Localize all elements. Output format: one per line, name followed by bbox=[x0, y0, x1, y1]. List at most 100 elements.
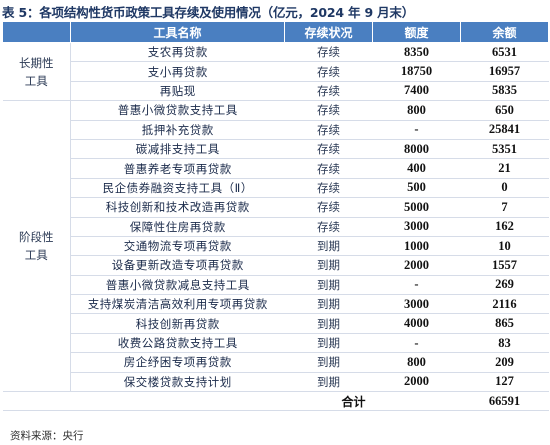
amount-cell: 3000 bbox=[372, 217, 461, 237]
tool-name: 保障性住房再贷款 bbox=[70, 217, 285, 237]
amount-cell: 1000 bbox=[372, 236, 461, 257]
tool-name: 房企纾困专项再贷款 bbox=[70, 352, 285, 373]
balance-cell: 83 bbox=[460, 333, 549, 354]
balance-cell: 5351 bbox=[460, 139, 549, 160]
amount-cell: 400 bbox=[372, 158, 461, 179]
balance-cell: 127 bbox=[460, 372, 549, 393]
balance-cell: 0 bbox=[460, 178, 549, 199]
table-row: 保交楼贷款支持计划 到期 2000 127 bbox=[3, 372, 549, 393]
table-row: 碳减排支持工具 存续 8000 5351 bbox=[3, 139, 549, 160]
table-row: 再贴现 存续 7400 5835 bbox=[3, 81, 549, 102]
amount-cell: 8350 bbox=[372, 42, 461, 63]
table-row: 民企债券融资支持工具（Ⅱ） 存续 500 0 bbox=[3, 178, 549, 199]
status-cell: 到期 bbox=[284, 294, 373, 315]
status-cell: 存续 bbox=[284, 100, 373, 121]
table-row: 抵押补充贷款 存续 -25841 bbox=[3, 120, 549, 140]
header-status: 存续状况 bbox=[284, 21, 373, 43]
amount-cell: 800 bbox=[372, 100, 461, 121]
amount-cell: 3000 bbox=[372, 294, 461, 315]
amount-cell: - bbox=[372, 333, 461, 354]
table-row: 设备更新改造专项再贷款 到期 2000 1557 bbox=[3, 255, 549, 276]
amount-cell: 4000 bbox=[372, 313, 461, 334]
tool-name: 再贴现 bbox=[70, 81, 285, 102]
amount-cell: 2000 bbox=[372, 372, 461, 393]
table-title: 表 5：各项结构性货币政策工具存续及使用情况（亿元，2024 年 9 月末） bbox=[2, 5, 414, 20]
status-cell: 存续 bbox=[284, 81, 373, 102]
tool-name: 普惠小微贷款减息支持工具 bbox=[70, 275, 285, 296]
amount-cell: 800 bbox=[372, 352, 461, 373]
balance-cell: 7 bbox=[460, 197, 549, 218]
total-row: 合计 66591 bbox=[2, 391, 549, 412]
tool-name: 抵押补充贷款 bbox=[70, 120, 285, 140]
table-row: 阶段性 工具 普惠小微贷款支持工具 存续 800 650 bbox=[2, 100, 549, 393]
header-row: 工具名称 存续状况 额度 余额 bbox=[2, 21, 549, 43]
table-row: 普惠养老专项再贷款 存续 400 21 bbox=[3, 158, 549, 179]
status-cell: 存续 bbox=[284, 217, 373, 237]
amount-cell: - bbox=[372, 275, 461, 296]
tool-name: 普惠小微贷款支持工具 bbox=[70, 100, 285, 121]
status-cell: 到期 bbox=[284, 352, 373, 373]
status-cell: 到期 bbox=[284, 333, 373, 354]
tool-name: 科技创新和技术改造再贷款 bbox=[70, 197, 285, 218]
amount-cell: 500 bbox=[372, 178, 461, 199]
balance-cell: 162 bbox=[460, 217, 549, 237]
balance-cell: 209 bbox=[460, 352, 549, 373]
balance-cell: 5835 bbox=[460, 81, 549, 102]
header-category bbox=[2, 21, 71, 43]
tool-name: 普惠养老专项再贷款 bbox=[70, 158, 285, 179]
tool-name: 支小再贷款 bbox=[70, 61, 285, 82]
tool-name: 设备更新改造专项再贷款 bbox=[70, 255, 285, 276]
table-row: 保障性住房再贷款 存续 3000 162 bbox=[3, 217, 549, 237]
table-row: 长期性 工具 支农再贷款 存续 8350 6531 bbox=[2, 42, 549, 102]
total-label: 合计 bbox=[2, 391, 461, 412]
category-label: 长期性 工具 bbox=[2, 42, 71, 102]
balance-cell: 650 bbox=[460, 100, 549, 121]
status-cell: 存续 bbox=[284, 158, 373, 179]
table-row: 科技创新再贷款 到期 4000 865 bbox=[3, 313, 549, 334]
status-cell: 存续 bbox=[284, 42, 373, 63]
status-cell: 存续 bbox=[284, 120, 373, 140]
total-balance: 66591 bbox=[460, 391, 549, 412]
amount-cell: 18750 bbox=[372, 61, 461, 82]
table-row: 交通物流专项再贷款 到期 1000 10 bbox=[3, 236, 549, 257]
amount-cell: - bbox=[372, 120, 461, 140]
source-note: 资料来源：央行 bbox=[10, 430, 84, 442]
balance-cell: 25841 bbox=[460, 120, 549, 140]
policy-tools-table: 工具名称 存续状况 额度 余额 长期性 工具 支农再贷款 存续 8350 6531 支小再贷… bbox=[2, 21, 549, 412]
tool-name: 交通物流专项再贷款 bbox=[70, 236, 285, 257]
table-row: 支小再贷款 存续 18750 16957 bbox=[3, 61, 549, 82]
status-cell: 到期 bbox=[284, 313, 373, 334]
balance-cell: 16957 bbox=[460, 61, 549, 82]
header-tool-name: 工具名称 bbox=[70, 21, 285, 43]
tool-name: 支持煤炭清洁高效利用专项再贷款 bbox=[70, 294, 285, 315]
balance-cell: 6531 bbox=[460, 42, 549, 63]
table-row: 支持煤炭清洁高效利用专项再贷款 到期 3000 2116 bbox=[3, 294, 549, 315]
table-row: 房企纾困专项再贷款 到期 800 209 bbox=[3, 352, 549, 373]
table-row: 普惠小微贷款减息支持工具 到期 -269 bbox=[3, 275, 549, 296]
table-row: 收费公路贷款支持工具 到期 -83 bbox=[3, 333, 549, 354]
tool-name: 碳减排支持工具 bbox=[70, 139, 285, 160]
table-row: 科技创新和技术改造再贷款 存续 5000 7 bbox=[3, 197, 549, 218]
balance-cell: 865 bbox=[460, 313, 549, 334]
amount-cell: 7400 bbox=[372, 81, 461, 102]
status-cell: 到期 bbox=[284, 236, 373, 257]
status-cell: 到期 bbox=[284, 372, 373, 393]
status-cell: 到期 bbox=[284, 275, 373, 296]
balance-cell: 269 bbox=[460, 275, 549, 296]
tool-name: 收费公路贷款支持工具 bbox=[70, 333, 285, 354]
tool-name: 科技创新再贷款 bbox=[70, 313, 285, 334]
tool-name: 保交楼贷款支持计划 bbox=[70, 372, 285, 393]
status-cell: 存续 bbox=[284, 61, 373, 82]
status-cell: 存续 bbox=[284, 197, 373, 218]
amount-cell: 8000 bbox=[372, 139, 461, 160]
tool-name: 支农再贷款 bbox=[70, 42, 285, 63]
amount-cell: 2000 bbox=[372, 255, 461, 276]
tool-name: 民企债券融资支持工具（Ⅱ） bbox=[70, 178, 285, 199]
balance-cell: 21 bbox=[460, 158, 549, 179]
balance-cell: 2116 bbox=[460, 294, 549, 315]
header-balance: 余额 bbox=[460, 21, 549, 43]
status-cell: 存续 bbox=[284, 178, 373, 199]
status-cell: 到期 bbox=[284, 255, 373, 276]
balance-cell: 10 bbox=[460, 236, 549, 257]
amount-cell: 5000 bbox=[372, 197, 461, 218]
